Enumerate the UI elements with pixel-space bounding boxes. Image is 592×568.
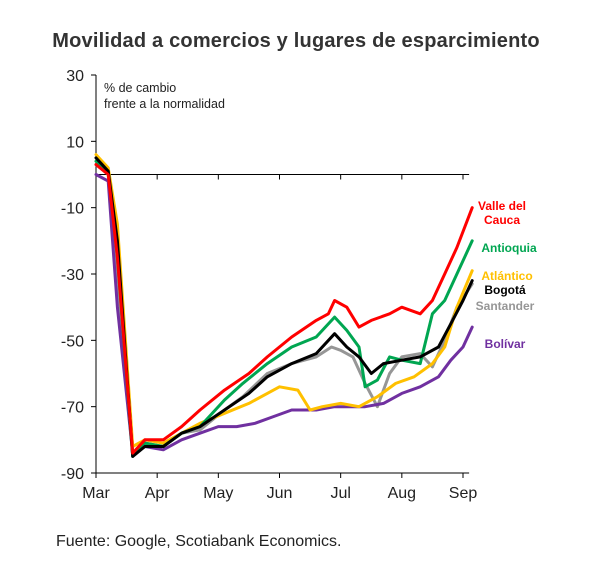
x-tick-label: Mar	[82, 485, 110, 502]
x-tick-label: May	[203, 485, 233, 502]
y-tick-label: -50	[61, 333, 84, 350]
legend-label-valle-del-cauca: Valle del	[478, 199, 526, 213]
legend-label-valle-del-cauca: Cauca	[484, 213, 520, 227]
legend-label-santander: Santander	[476, 299, 535, 313]
x-tick-label: Aug	[388, 485, 416, 502]
chart-title: Movilidad a comercios y lugares de espar…	[52, 30, 540, 52]
x-tick-label: Jul	[330, 485, 350, 502]
x-tick-label: Apr	[145, 485, 171, 502]
axes: 30 10 -10 -30 -50 -70 -90 Mar Apr May Jun Jul Aug Sep	[61, 68, 477, 502]
series-line-valle-del-cauca	[94, 163, 474, 455]
ylabel-note-line2: frente a la normalidad	[104, 97, 225, 111]
legend-label-atl-ntico: Atlántico	[481, 269, 532, 283]
source-note: Fuente: Google, Scotiabank Economics.	[56, 533, 342, 550]
legend-label-bol-var: Bolívar	[485, 337, 526, 351]
x-tick-label: Jun	[267, 485, 293, 502]
legend-label-antioquia: Antioquia	[481, 241, 537, 255]
y-tick-label: -70	[61, 400, 84, 417]
series-line-bogot-	[94, 156, 474, 458]
y-tick-label: -30	[61, 267, 84, 284]
series-lines	[94, 153, 474, 458]
x-tick-label: Sep	[449, 485, 478, 502]
y-tick-label: 10	[66, 134, 84, 151]
y-tick-label: 30	[66, 68, 84, 85]
series-line-antioquia	[94, 159, 474, 458]
series-line-atl-ntico	[94, 153, 474, 448]
legend: Santander Bolívar Atlántico Antioquia Bogotá…	[476, 199, 537, 351]
legend-label-bogot-: Bogotá	[484, 283, 526, 297]
y-tick-label: -90	[61, 466, 84, 483]
y-tick-label: -10	[61, 201, 84, 218]
ylabel-note-line1: % de cambio	[104, 81, 176, 95]
